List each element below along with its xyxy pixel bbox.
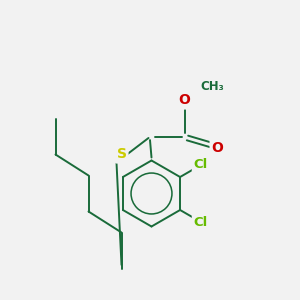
Text: Cl: Cl <box>194 215 208 229</box>
Text: O: O <box>178 94 190 107</box>
Text: O: O <box>212 142 224 155</box>
Text: S: S <box>116 148 127 161</box>
Text: CH₃: CH₃ <box>200 80 224 94</box>
Text: Cl: Cl <box>194 158 208 172</box>
